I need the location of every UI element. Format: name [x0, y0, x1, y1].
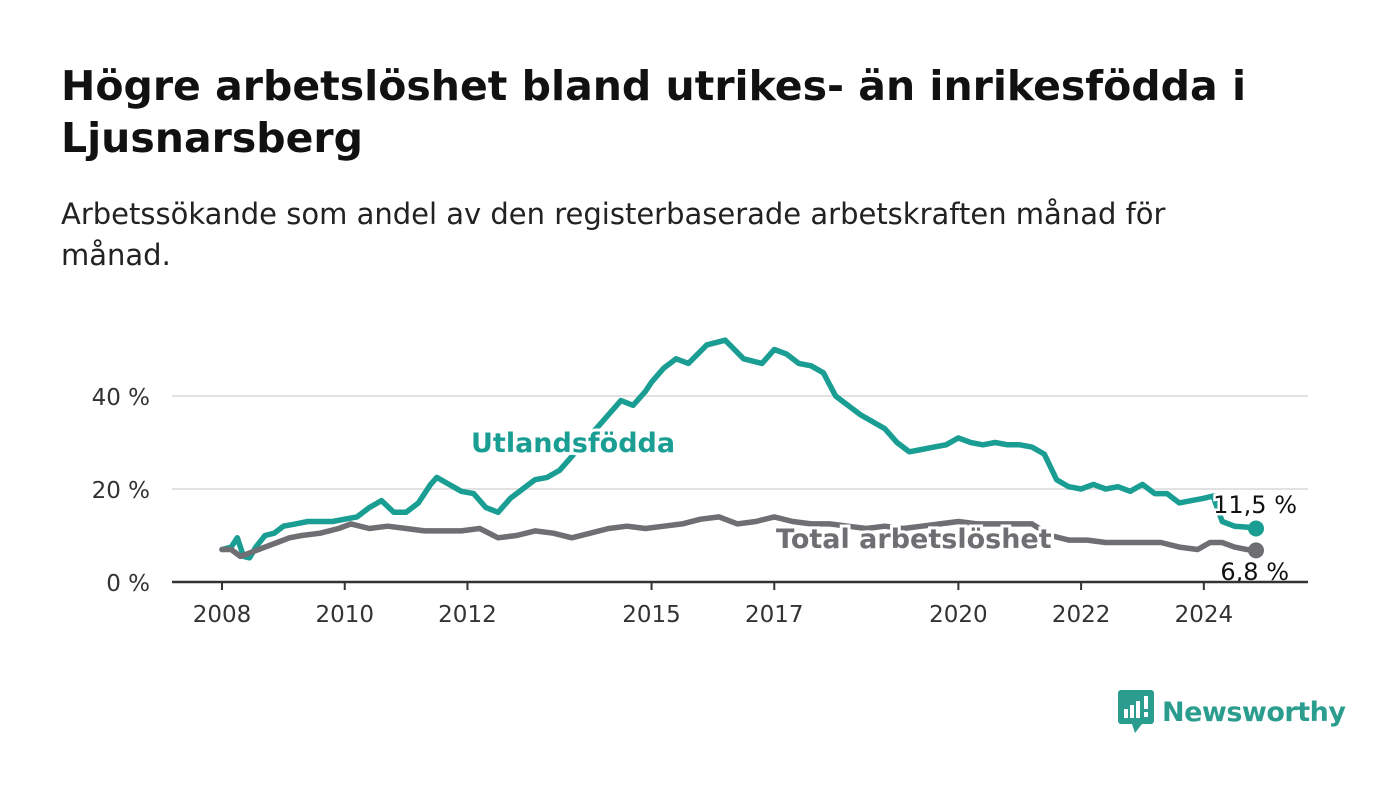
- x-tick-label: 2012: [438, 602, 497, 628]
- y-tick-label: 0 %: [106, 571, 150, 597]
- series-end-point-0: [1248, 520, 1264, 537]
- series-line-0: [219, 337, 1259, 561]
- x-tick-label: 2017: [745, 602, 804, 628]
- x-tick-label: 2020: [929, 602, 988, 628]
- x-tick-label: 2008: [193, 602, 252, 628]
- y-tick-label: 20 %: [92, 478, 150, 504]
- chart-subtitle: Arbetssökande som andel av den registerb…: [61, 197, 1166, 272]
- series-name-label: Utlandsfödda: [471, 428, 675, 459]
- brand-name: Newsworthy: [1162, 696, 1346, 728]
- series-name-label: Total arbetslöshet: [776, 524, 1052, 555]
- x-tick-label: 2015: [622, 602, 681, 628]
- chat-bar-icon: [1118, 690, 1154, 733]
- gridlines: [172, 395, 1308, 490]
- series-line-1: [219, 514, 1259, 560]
- x-tick-label: 2022: [1052, 602, 1111, 628]
- series-end-point-1: [1248, 542, 1264, 559]
- y-tick-label: 40 %: [92, 385, 150, 411]
- x-tick-label: 2010: [315, 602, 374, 628]
- series-lines: [219, 337, 1264, 561]
- axes: 0 % 20 % 40 % 2008 2010 2012 2015 2017 2020 2022 2…: [92, 385, 1308, 628]
- chart-title: Högre arbetslöshet bland utrikes- än inr…: [61, 62, 1246, 162]
- end-value-label: 11,5 %: [1213, 491, 1297, 519]
- x-tick-label: 2024: [1175, 602, 1234, 628]
- newsworthy-logo: Newsworthy: [1118, 688, 1346, 736]
